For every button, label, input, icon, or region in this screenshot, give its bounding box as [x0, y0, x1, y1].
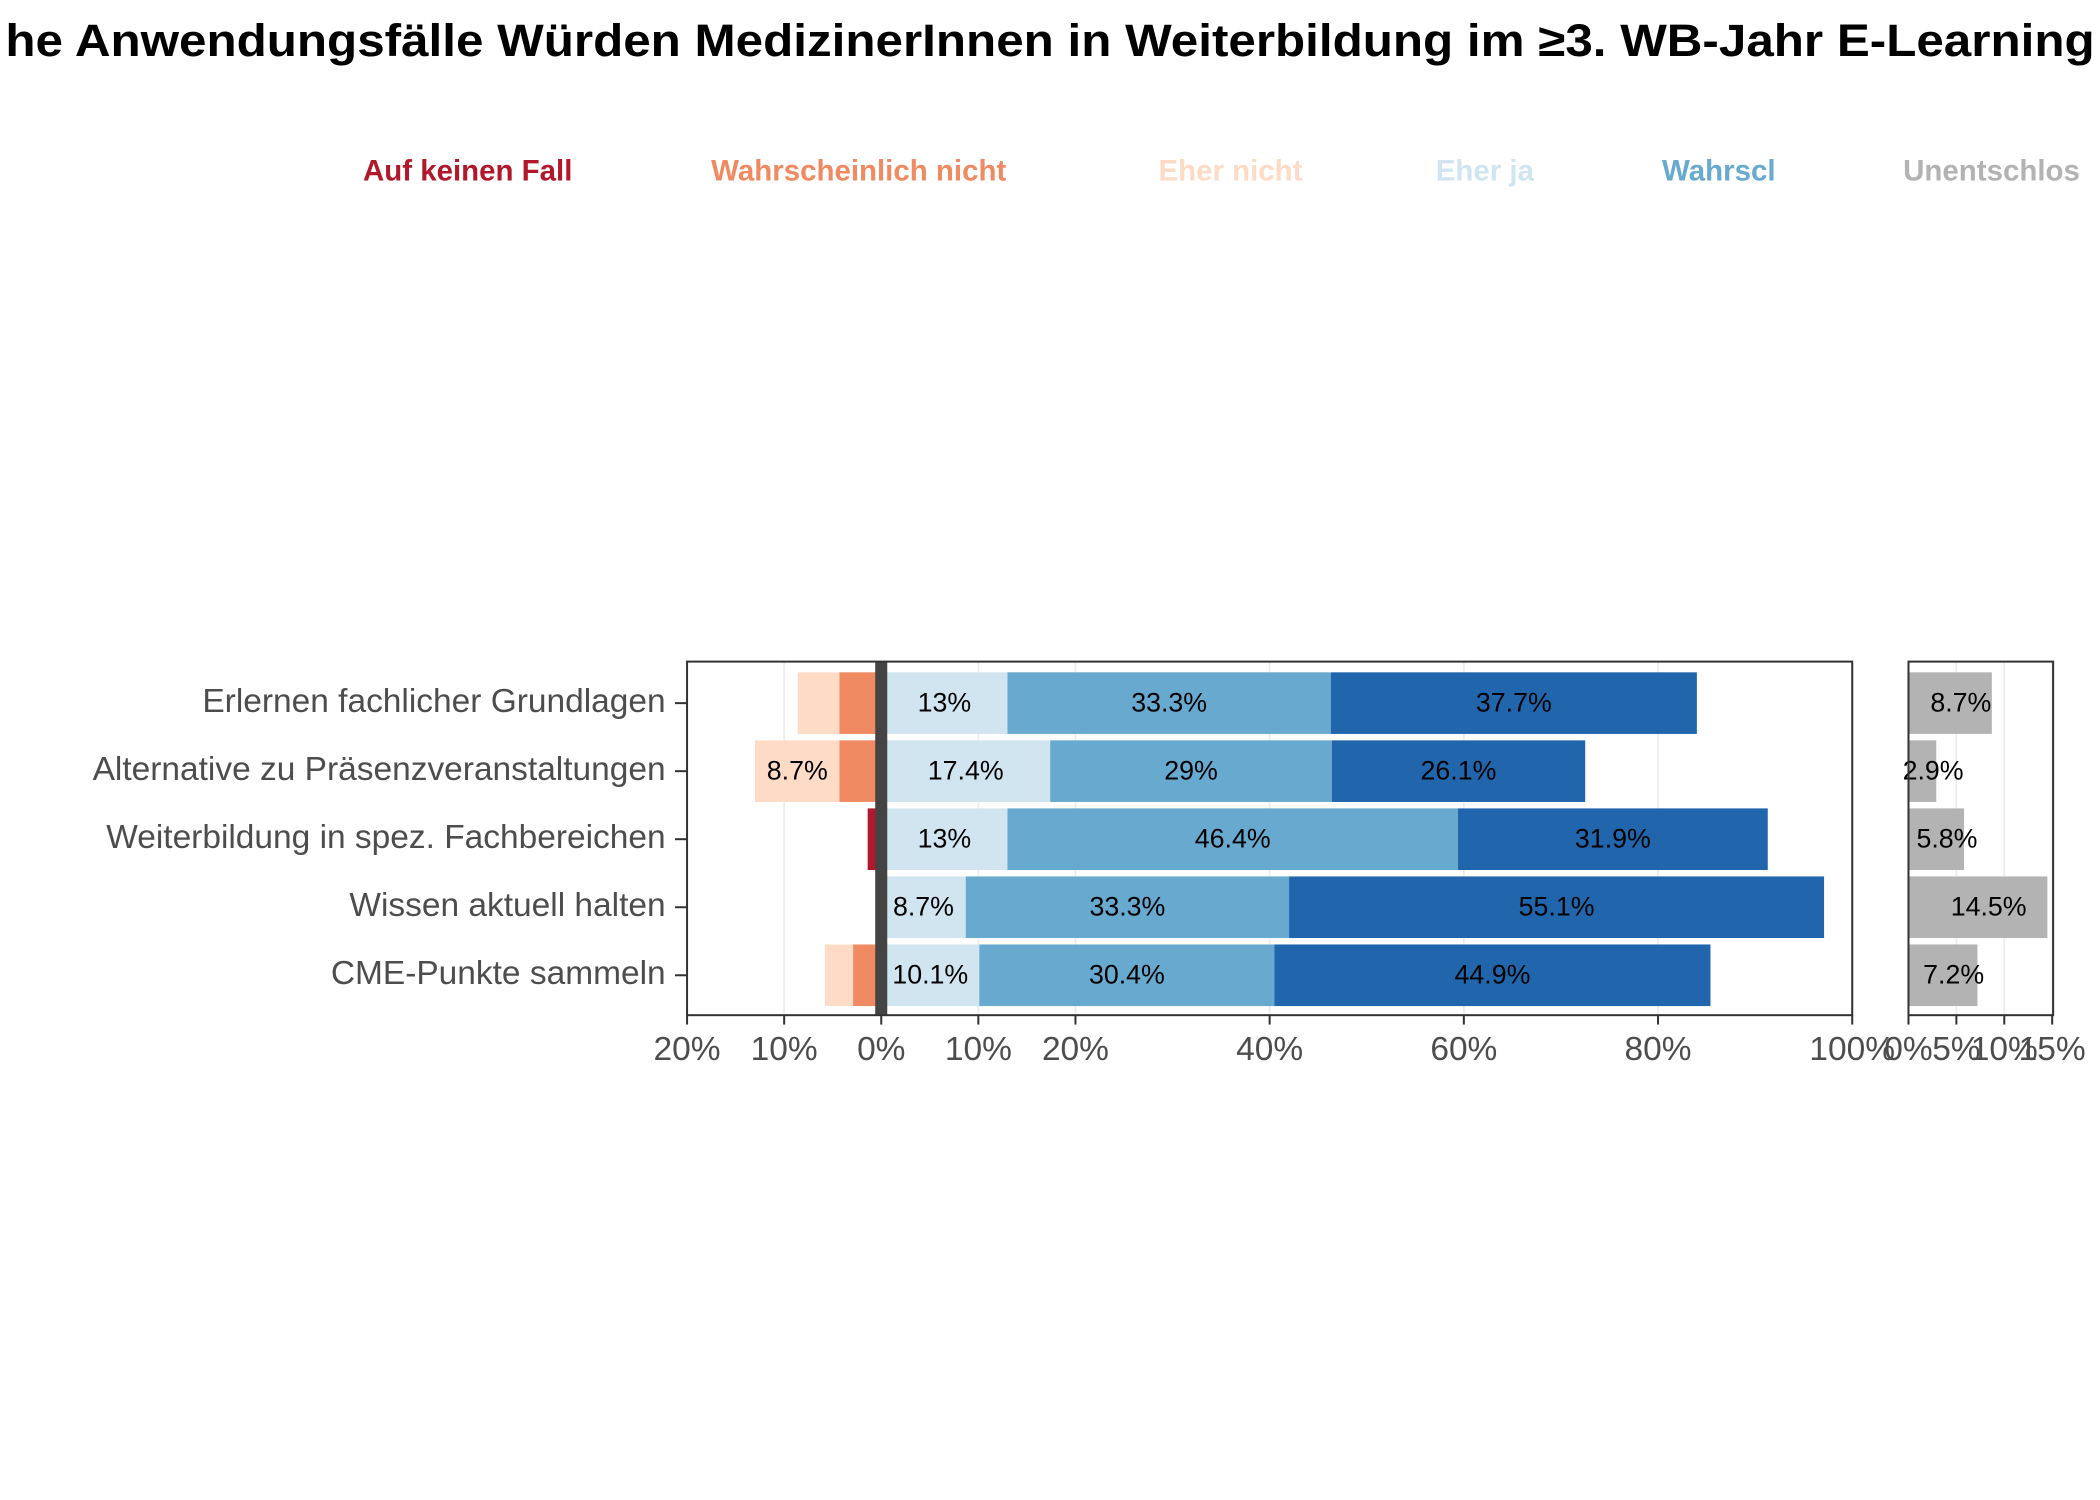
value-label: 10.1% [892, 960, 968, 990]
bar-segment [881, 808, 1008, 870]
bar-segment [1458, 808, 1768, 870]
value-label: 37.7% [1476, 688, 1552, 718]
x-tick-label: 80% [1625, 1031, 1692, 1068]
value-label: 55.1% [1519, 892, 1595, 922]
value-label: 13% [918, 824, 972, 854]
legend-label: Eher ja [1436, 155, 1535, 188]
bar-segment [881, 740, 1051, 802]
value-label: 17.4% [928, 756, 1004, 786]
value-label: 8.7% [1930, 688, 1991, 718]
legend-label: Eher nicht [1158, 155, 1302, 188]
bar-segment [1007, 672, 1331, 734]
bar-segment [1007, 808, 1459, 870]
value-label: 29% [1164, 756, 1218, 786]
x-tick-label: 10% [751, 1031, 818, 1068]
x2-tick-label: 10% [1971, 1031, 2038, 1068]
chart-title: he Anwendungsfälle Würden MedizinerInnen… [5, 15, 2094, 66]
bar-segment [755, 740, 840, 802]
legend-label: Auf keinen Fall [363, 155, 572, 188]
legend-label: Wahrscheinlich nicht [711, 155, 1006, 188]
bar-segment [1908, 944, 1978, 1007]
bar-segment [1274, 944, 1711, 1007]
bar-segment [1289, 876, 1825, 939]
x-tick-label: 100% [1809, 1031, 1895, 1068]
value-label: 13% [918, 688, 972, 718]
bar-segment [839, 740, 882, 802]
value-label: 46.4% [1195, 824, 1271, 854]
x2-tick-label: 0% [1884, 1031, 1932, 1068]
value-label: 7.2% [1923, 960, 1984, 990]
bar-segment [1908, 672, 1992, 734]
value-label: 14.5% [1951, 892, 2027, 922]
x-tick-label: 60% [1430, 1031, 1497, 1068]
value-label: 33.3% [1131, 688, 1207, 718]
bar-segment [881, 876, 966, 939]
bar-segment [881, 672, 1008, 734]
y-tick-label: Alternative zu Präsenzveranstaltungen [93, 751, 666, 788]
x-tick-label: 40% [1236, 1031, 1303, 1068]
legend-label: Unentschlos [1903, 155, 2080, 188]
bar-segment [1908, 808, 1965, 870]
legend-label: Wahrscl [1662, 155, 1775, 188]
value-label: 5.8% [1916, 824, 1977, 854]
value-label: 8.7% [767, 756, 828, 786]
value-label: 8.7% [893, 892, 954, 922]
bar-segment [979, 944, 1275, 1007]
bar-segment [965, 876, 1290, 939]
value-label: 31.9% [1575, 824, 1651, 854]
panel-border [1907, 660, 2055, 1017]
x2-tick-label: 15% [2019, 1031, 2086, 1068]
bar-segment [824, 944, 854, 1007]
x-tick-label: 10% [945, 1031, 1012, 1068]
y-tick-label: CME-Punkte sammeln [331, 955, 666, 992]
value-label: 33.3% [1089, 892, 1165, 922]
value-label: 2.9% [1903, 756, 1964, 786]
bar-segment [797, 672, 840, 734]
bar-segment [1050, 740, 1332, 802]
bar-segment [1908, 740, 1937, 802]
x-tick-label: 20% [654, 1031, 721, 1068]
x-tick-label: 0% [857, 1031, 905, 1068]
bar-segment [1331, 740, 1586, 802]
y-tick-label: Weiterbildung in spez. Fachbereichen [106, 819, 665, 856]
bar-segment [1330, 672, 1697, 734]
panel-border [686, 660, 1854, 1017]
value-label: 26.1% [1421, 756, 1497, 786]
x2-tick-label: 5% [1932, 1031, 1980, 1068]
y-tick-label: Wissen aktuell halten [349, 887, 665, 924]
bar-segment [1908, 876, 2048, 939]
value-label: 44.9% [1455, 960, 1531, 990]
value-label: 30.4% [1089, 960, 1165, 990]
bar-segment [839, 672, 882, 734]
x-tick-label: 20% [1042, 1031, 1109, 1068]
bar-segment [881, 944, 980, 1007]
y-tick-label: Erlernen fachlicher Grundlagen [202, 683, 665, 720]
